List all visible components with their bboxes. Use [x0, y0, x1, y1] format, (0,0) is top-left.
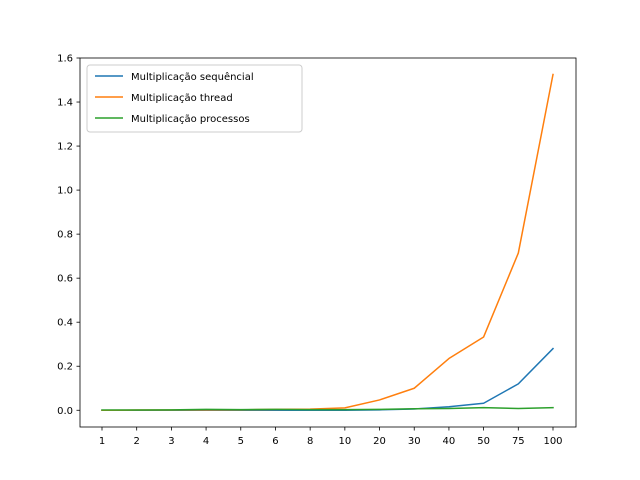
x-tick-label: 40	[443, 436, 456, 447]
x-tick-label: 5	[238, 436, 244, 447]
y-tick-label: 1.6	[57, 54, 73, 65]
y-tick-label: 0.4	[57, 318, 73, 329]
x-tick-label: 8	[307, 436, 313, 447]
x-tick-label: 2	[134, 436, 140, 447]
legend-box	[86, 64, 303, 133]
x-tick-label: 3	[168, 436, 174, 447]
x-tick-label: 4	[203, 436, 209, 447]
y-tick-label: 0.6	[57, 274, 73, 285]
x-tick-label: 6	[272, 436, 278, 447]
y-tick-label: 0.0	[57, 406, 73, 417]
y-tick-label: 1.0	[57, 186, 73, 197]
x-tick-label: 1	[99, 436, 105, 447]
x-tick-label: 100	[543, 436, 562, 447]
axes-layer: 1 2 3 4 5 6 8 10 20 30 40 50 75 100 0.0 0.2 0.4 0.6 0.8 1.0…	[57, 54, 577, 447]
series-line-3	[101, 406, 554, 411]
x-tick-label: 20	[373, 436, 386, 447]
x-tick-label: 75	[512, 436, 525, 447]
legend-label-3: Multiplicação processos	[131, 114, 250, 125]
y-tick-label: 0.8	[57, 230, 73, 241]
y-tick-label: 0.2	[57, 362, 73, 373]
y-tick-label: 1.4	[57, 98, 73, 109]
x-tick-label: 50	[477, 436, 490, 447]
legend-label-1: Multiplicação sequêncial	[131, 71, 254, 83]
x-tick-label: 30	[408, 436, 421, 447]
plot-frame	[79, 57, 577, 428]
series-layer	[101, 73, 555, 412]
legend: Multiplicação sequêncial Multiplicação th…	[86, 64, 303, 133]
x-tick-label: 10	[338, 436, 351, 447]
legend-label-2: Multiplicação thread	[131, 93, 233, 104]
y-tick-label: 1.2	[57, 142, 73, 153]
